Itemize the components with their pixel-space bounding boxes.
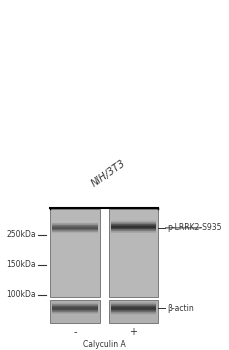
Bar bbox=[52, 232, 98, 233]
Bar bbox=[111, 310, 156, 311]
Bar bbox=[111, 304, 156, 305]
Bar bbox=[111, 232, 156, 233]
Bar bbox=[111, 313, 156, 314]
Bar bbox=[52, 224, 98, 225]
Bar bbox=[111, 302, 156, 303]
Bar bbox=[52, 223, 98, 224]
Bar bbox=[52, 228, 98, 229]
Bar bbox=[111, 305, 156, 306]
Bar bbox=[111, 306, 156, 307]
Bar bbox=[52, 307, 98, 308]
Bar bbox=[52, 233, 98, 234]
Text: β-actin: β-actin bbox=[167, 304, 194, 313]
Bar bbox=[52, 227, 98, 228]
Text: 250kDa: 250kDa bbox=[6, 230, 36, 239]
Bar bbox=[52, 303, 98, 304]
Bar bbox=[52, 312, 98, 313]
Bar bbox=[111, 229, 156, 230]
Text: +: + bbox=[130, 327, 137, 337]
FancyBboxPatch shape bbox=[50, 300, 100, 323]
Bar bbox=[52, 313, 98, 314]
Bar bbox=[52, 311, 98, 312]
Bar bbox=[52, 222, 98, 223]
FancyBboxPatch shape bbox=[109, 300, 158, 323]
Text: -: - bbox=[74, 327, 77, 337]
Bar bbox=[111, 227, 156, 228]
Bar bbox=[52, 229, 98, 230]
Text: Calyculin A: Calyculin A bbox=[83, 340, 126, 349]
Text: p-LRRK2-S935: p-LRRK2-S935 bbox=[167, 223, 221, 232]
Bar bbox=[52, 230, 98, 231]
Bar bbox=[111, 230, 156, 231]
Bar bbox=[52, 306, 98, 307]
Bar bbox=[111, 231, 156, 232]
Bar bbox=[111, 222, 156, 223]
Bar bbox=[111, 314, 156, 315]
Bar bbox=[111, 224, 156, 225]
Bar bbox=[52, 226, 98, 227]
FancyBboxPatch shape bbox=[109, 209, 158, 297]
Bar bbox=[111, 220, 156, 221]
Bar bbox=[111, 311, 156, 312]
Bar bbox=[52, 305, 98, 306]
Bar bbox=[111, 225, 156, 226]
Bar bbox=[111, 223, 156, 224]
Bar bbox=[52, 304, 98, 305]
Bar bbox=[111, 226, 156, 227]
Bar bbox=[52, 231, 98, 232]
Text: 100kDa: 100kDa bbox=[6, 290, 36, 300]
Bar bbox=[52, 314, 98, 315]
Bar bbox=[111, 303, 156, 304]
Bar bbox=[52, 308, 98, 309]
Bar bbox=[52, 309, 98, 310]
Text: NIH/3T3: NIH/3T3 bbox=[90, 159, 128, 189]
Bar bbox=[111, 308, 156, 309]
FancyBboxPatch shape bbox=[50, 209, 100, 297]
Bar bbox=[111, 309, 156, 310]
Text: 150kDa: 150kDa bbox=[6, 260, 36, 269]
Bar bbox=[52, 225, 98, 226]
Bar bbox=[111, 221, 156, 222]
Bar bbox=[111, 312, 156, 313]
Bar bbox=[111, 228, 156, 229]
Bar bbox=[111, 307, 156, 308]
Bar bbox=[52, 302, 98, 303]
Bar bbox=[52, 310, 98, 311]
